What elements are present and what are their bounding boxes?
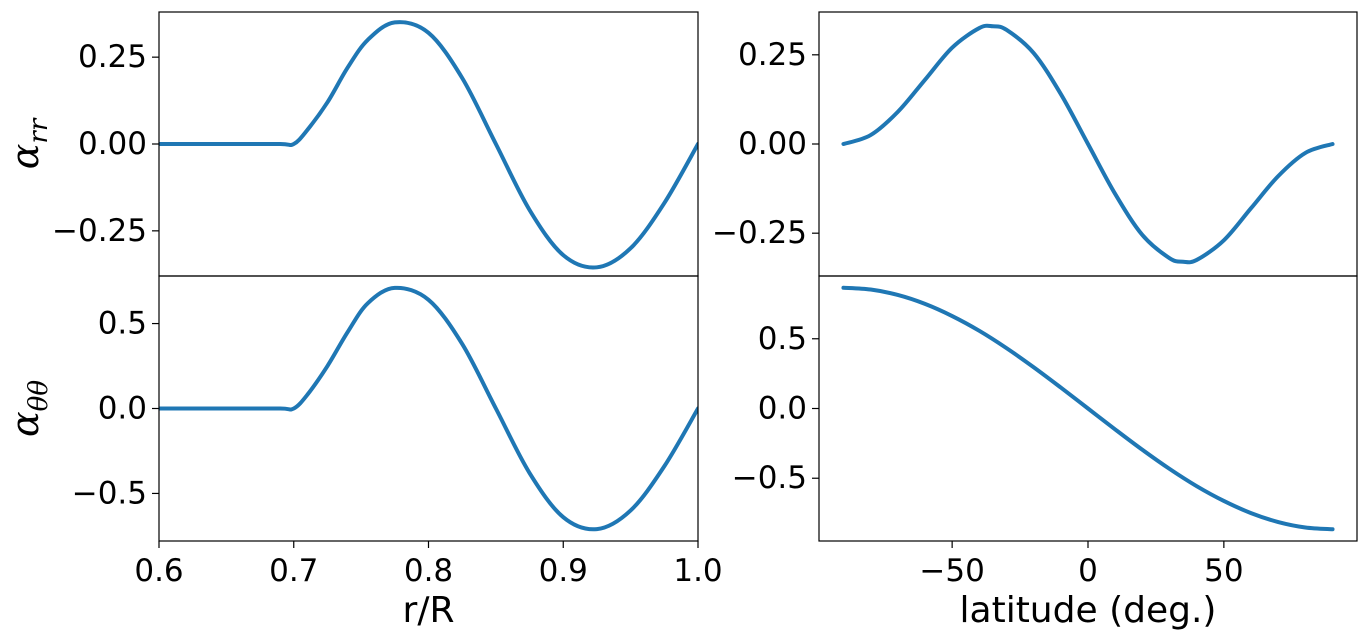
ytick-label-bottom-left-0: 0.5 (98, 306, 147, 342)
ytick-label-bottom-left-1: 0.0 (98, 391, 147, 427)
ytick-label-bottom-right-2: −0.5 (732, 460, 807, 496)
xtick-label-bottom-left-3: 0.9 (539, 553, 588, 589)
ytick-label-top-left-1: 0.00 (78, 126, 147, 162)
ytick-label-top-right-0: 0.25 (738, 37, 807, 73)
ytick-label-top-right-1: 0.00 (738, 126, 807, 162)
ytick-label-bottom-left-2: −0.5 (72, 475, 147, 511)
xlabel-bottom-right: latitude (deg.) (960, 590, 1217, 631)
xtick-label-bottom-left-4: 1.0 (673, 553, 722, 589)
panel-bottom-left: 0.5 0.0 −0.5 0.6 0.7 0.8 0.9 1.0 r/R αθθ (3, 275, 723, 631)
panel-top-left: 0.25 0.00 −0.25 αrr (3, 11, 699, 277)
ytick-label-top-left-0: 0.25 (78, 39, 147, 75)
ylabel-top-left: αrr (3, 117, 54, 169)
series-line-bottom-left-0 (159, 285, 698, 532)
xtick-label-bottom-left-0: 0.6 (134, 553, 183, 589)
ytick-label-top-left-2: −0.25 (52, 213, 147, 249)
ylabel-bottom-left: αθθ (3, 380, 54, 437)
xtick-label-bottom-left-2: 0.8 (404, 553, 453, 589)
ytick-label-bottom-right-1: 0.0 (758, 391, 807, 427)
ytick-label-top-right-2: −0.25 (712, 215, 807, 251)
series-line-bottom-right-0 (841, 285, 1335, 532)
xtick-label-bottom-right-2: 50 (1204, 553, 1243, 589)
series-line-top-left-0 (159, 20, 698, 270)
xlabel-bottom-left: r/R (403, 590, 455, 631)
xtick-label-bottom-right-1: 0 (1078, 553, 1098, 589)
ytick-label-bottom-right-0: 0.5 (758, 321, 807, 357)
xtick-label-bottom-left-1: 0.7 (269, 553, 318, 589)
xtick-label-bottom-right-0: −50 (919, 553, 984, 589)
panel-top-right: 0.25 0.00 −0.25 (712, 11, 1358, 277)
series-line-top-right-0 (841, 23, 1335, 265)
